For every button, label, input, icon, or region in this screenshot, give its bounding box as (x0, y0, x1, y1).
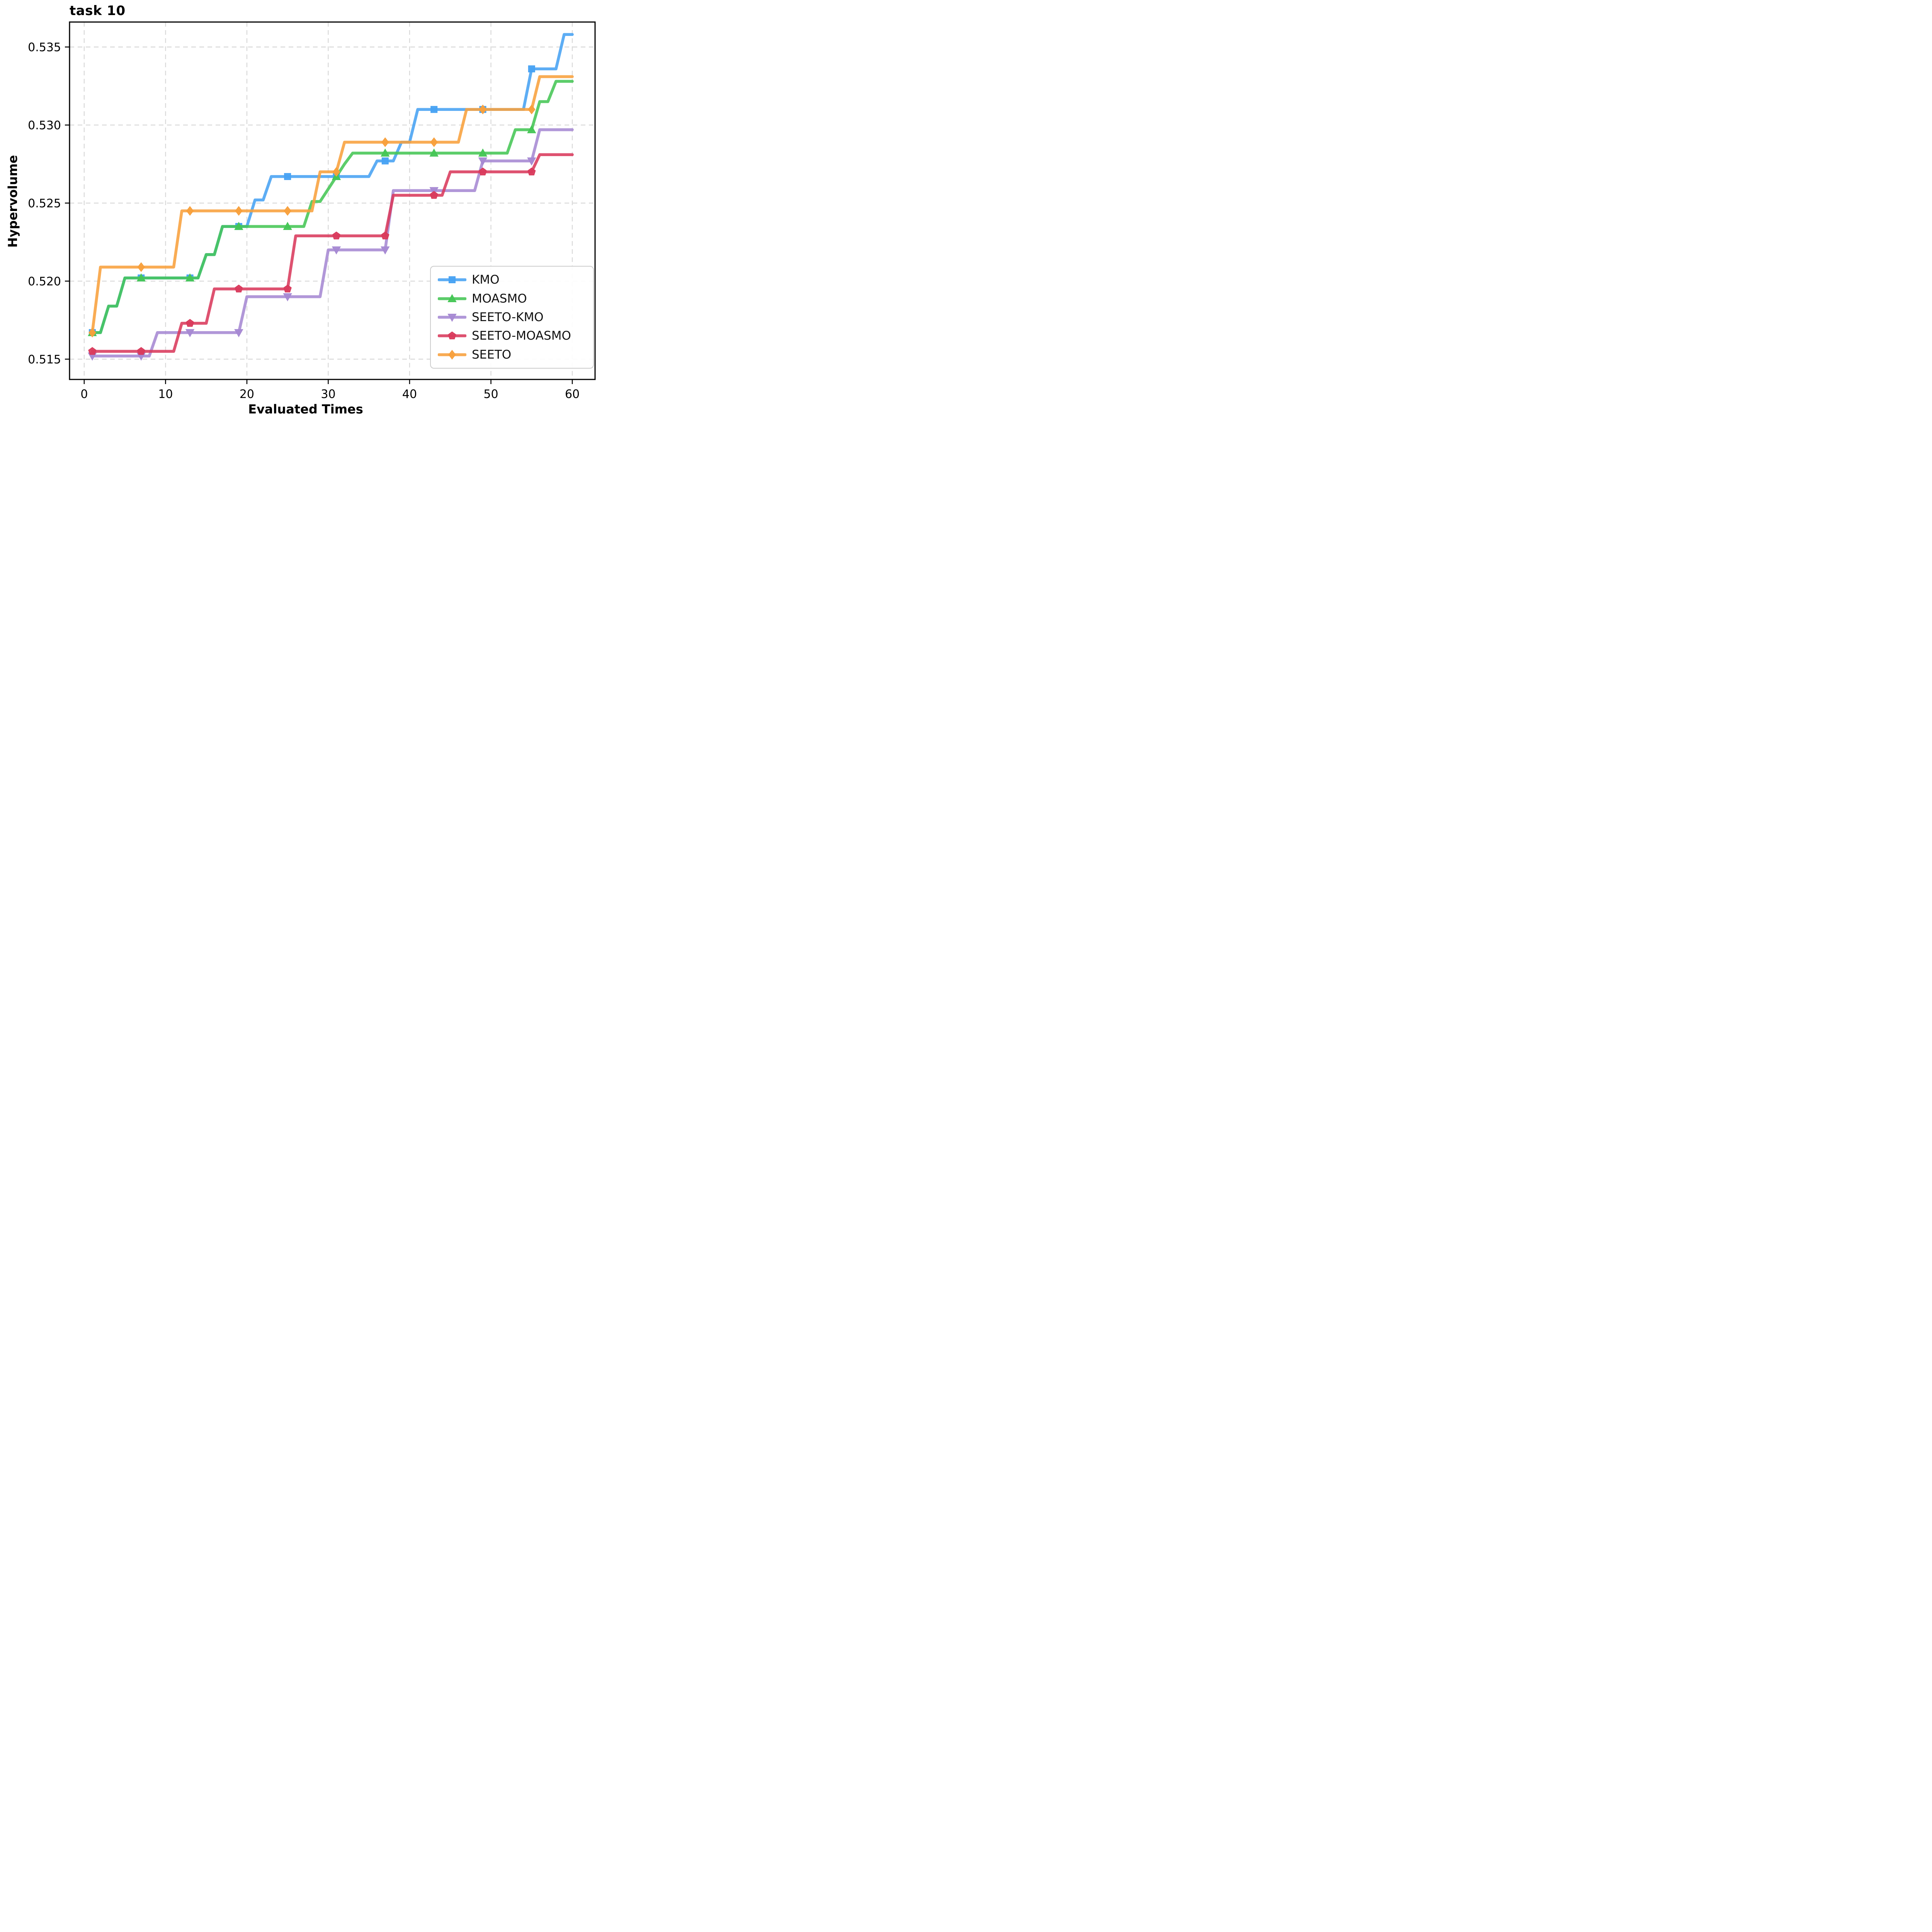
diamond-marker-SEETO (528, 104, 536, 114)
diamond-marker-SEETO (88, 328, 96, 338)
y-tick-label: 0.535 (28, 41, 61, 54)
legend-item-label: KMO (472, 273, 500, 287)
triangle-up-marker-MOASMO (234, 222, 243, 230)
series-line-MOASMO (91, 80, 574, 334)
diamond-marker-SEETO (235, 206, 243, 216)
y-axis-label: Hypervolume (5, 155, 20, 248)
pentagon-marker-SEETO-MOASMO (185, 319, 194, 327)
diamond-legend-swatch-icon (438, 350, 466, 360)
pentagon-marker-SEETO-MOASMO (283, 284, 292, 293)
pentagon-marker-SEETO-MOASMO (137, 347, 145, 355)
diamond-marker-SEETO (332, 167, 340, 177)
legend-item-SEETO-MOASMO: SEETO-MOASMO (438, 327, 586, 345)
legend-item-label: MOASMO (472, 291, 527, 306)
legend-item-SEETO: SEETO (438, 345, 586, 364)
triangle-up-marker-MOASMO (381, 148, 390, 157)
diamond-marker-SEETO (430, 137, 438, 147)
diamond-marker-SEETO (479, 104, 487, 114)
chart-canvas: 0 10 20 30 40 50 60 0.515 0.520 0.525 0.530 0.535 (28, 21, 596, 401)
x-tick-label: 60 (565, 388, 580, 401)
pentagon-marker-SEETO-MOASMO (381, 231, 389, 240)
series-line-SEETO-KMO (91, 128, 574, 358)
triangle-up-marker-MOASMO (478, 148, 488, 157)
triangle-down-marker-SEETO-KMO (283, 293, 292, 301)
legend: KMO MOASMO SEETO-KMO SEETO-MOASMO SEETO (430, 266, 594, 369)
x-tick-label: 50 (483, 388, 498, 401)
square-legend-swatch-icon (438, 276, 466, 284)
legend-item-MOASMO: MOASMO (438, 289, 586, 308)
square-marker-KMO (528, 65, 535, 73)
triangle-down-marker-SEETO-KMO (527, 157, 536, 166)
square-marker-KMO (381, 157, 389, 165)
triangle-down-marker-SEETO-KMO (234, 329, 243, 337)
legend-item-SEETO-KMO: SEETO-KMO (438, 308, 586, 327)
x-tick-label: 40 (402, 388, 417, 401)
triangle-down-marker-SEETO-KMO (381, 246, 390, 255)
triangle-down-marker-SEETO-KMO (332, 246, 341, 255)
triangle-up-marker-MOASMO (527, 125, 536, 133)
pentagon-marker-SEETO-MOASMO (527, 167, 536, 175)
x-tick-label: 0 (80, 388, 88, 401)
triangle-up-marker-MOASMO (429, 148, 439, 157)
pentagon-marker-SEETO-MOASMO (88, 347, 97, 355)
triangle-up-legend-swatch-icon (438, 294, 466, 302)
legend-item-label: SEETO-MOASMO (472, 329, 571, 343)
x-axis-label: Evaluated Times (248, 402, 363, 417)
pentagon-marker-SEETO-MOASMO (478, 167, 487, 175)
chart-title: task 10 (70, 3, 126, 19)
legend-item-KMO: KMO (438, 270, 586, 289)
triangle-down-marker-SEETO-KMO (478, 157, 488, 166)
legend-item-label: SEETO-KMO (472, 310, 544, 325)
diamond-marker-SEETO (284, 206, 291, 216)
diamond-marker-SEETO (381, 137, 389, 147)
pentagon-legend-swatch-icon (438, 332, 466, 340)
triangle-up-marker-MOASMO (185, 273, 195, 282)
plot-border (69, 21, 596, 380)
diamond-marker-SEETO (186, 206, 194, 216)
pentagon-marker-SEETO-MOASMO (430, 191, 438, 199)
y-tick-label: 0.515 (28, 353, 61, 366)
x-tick-label: 10 (158, 388, 173, 401)
square-marker-KMO (284, 173, 291, 180)
series-line-SEETO-MOASMO (91, 153, 574, 353)
legend-item-label: SEETO (472, 347, 512, 362)
y-tick-label: 0.525 (28, 197, 61, 211)
triangle-down-marker-SEETO-KMO (185, 329, 195, 337)
y-tick-label: 0.530 (28, 119, 61, 133)
pentagon-marker-SEETO-MOASMO (235, 284, 243, 293)
y-tick-label: 0.520 (28, 275, 61, 289)
square-marker-KMO (430, 106, 438, 113)
diamond-marker-SEETO (137, 262, 145, 272)
triangle-up-marker-MOASMO (136, 273, 146, 282)
x-tick-label: 30 (321, 388, 335, 401)
triangle-up-marker-MOASMO (283, 222, 292, 230)
figure: 0 10 20 30 40 50 60 0.515 0.520 0.525 0.530 0.535 t… (0, 0, 611, 424)
triangle-down-legend-swatch-icon (438, 314, 466, 322)
pentagon-marker-SEETO-MOASMO (332, 231, 341, 240)
x-tick-label: 20 (240, 388, 254, 401)
